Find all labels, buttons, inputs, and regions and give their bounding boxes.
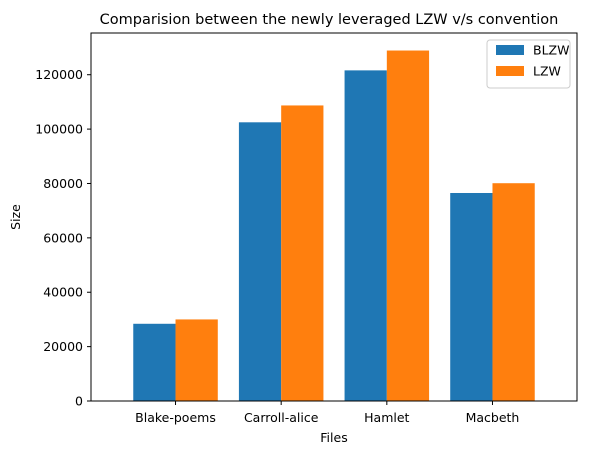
y-axis: 0 20000 40000 60000 80000 100000 120000 — [35, 67, 91, 409]
x-axis: Blake-poems Carroll-alice Hamlet Macbeth — [135, 401, 519, 425]
bar-blzw-hamlet — [344, 70, 387, 401]
y-tick-label: 20000 — [43, 339, 83, 354]
y-tick-label: 120000 — [35, 67, 83, 82]
legend-swatch-lzw — [496, 66, 524, 76]
y-axis-label: Size — [8, 204, 23, 230]
x-tick-label: Hamlet — [364, 410, 409, 425]
y-tick-label: 100000 — [35, 122, 83, 137]
y-tick-label: 0 — [75, 394, 83, 409]
bars-group — [133, 50, 535, 402]
bar-lzw-carroll-alice — [281, 105, 324, 402]
y-tick-label: 60000 — [43, 230, 83, 245]
legend-label-lzw: LZW — [533, 64, 561, 79]
legend-swatch-blzw — [496, 45, 524, 55]
bar-lzw-macbeth — [492, 183, 535, 401]
x-tick-label: Carroll-alice — [244, 410, 319, 425]
legend: BLZW LZW — [486, 39, 571, 89]
x-tick-label: Blake-poems — [135, 410, 216, 425]
x-axis-label: Files — [320, 430, 347, 445]
y-tick-label: 40000 — [43, 285, 83, 300]
bar-blzw-macbeth — [450, 192, 493, 401]
chart-title: Comparision between the newly leveraged … — [100, 12, 559, 28]
legend-label-blzw: BLZW — [533, 43, 569, 58]
bar-blzw-carroll-alice — [238, 122, 282, 402]
bar-lzw-blake-poems — [175, 319, 218, 401]
y-tick-label: 80000 — [43, 176, 83, 191]
plot-frame — [90, 32, 578, 402]
bar-blzw-blake-poems — [133, 323, 176, 401]
x-tick-label: Macbeth — [466, 410, 520, 425]
bar-lzw-hamlet — [386, 50, 430, 402]
